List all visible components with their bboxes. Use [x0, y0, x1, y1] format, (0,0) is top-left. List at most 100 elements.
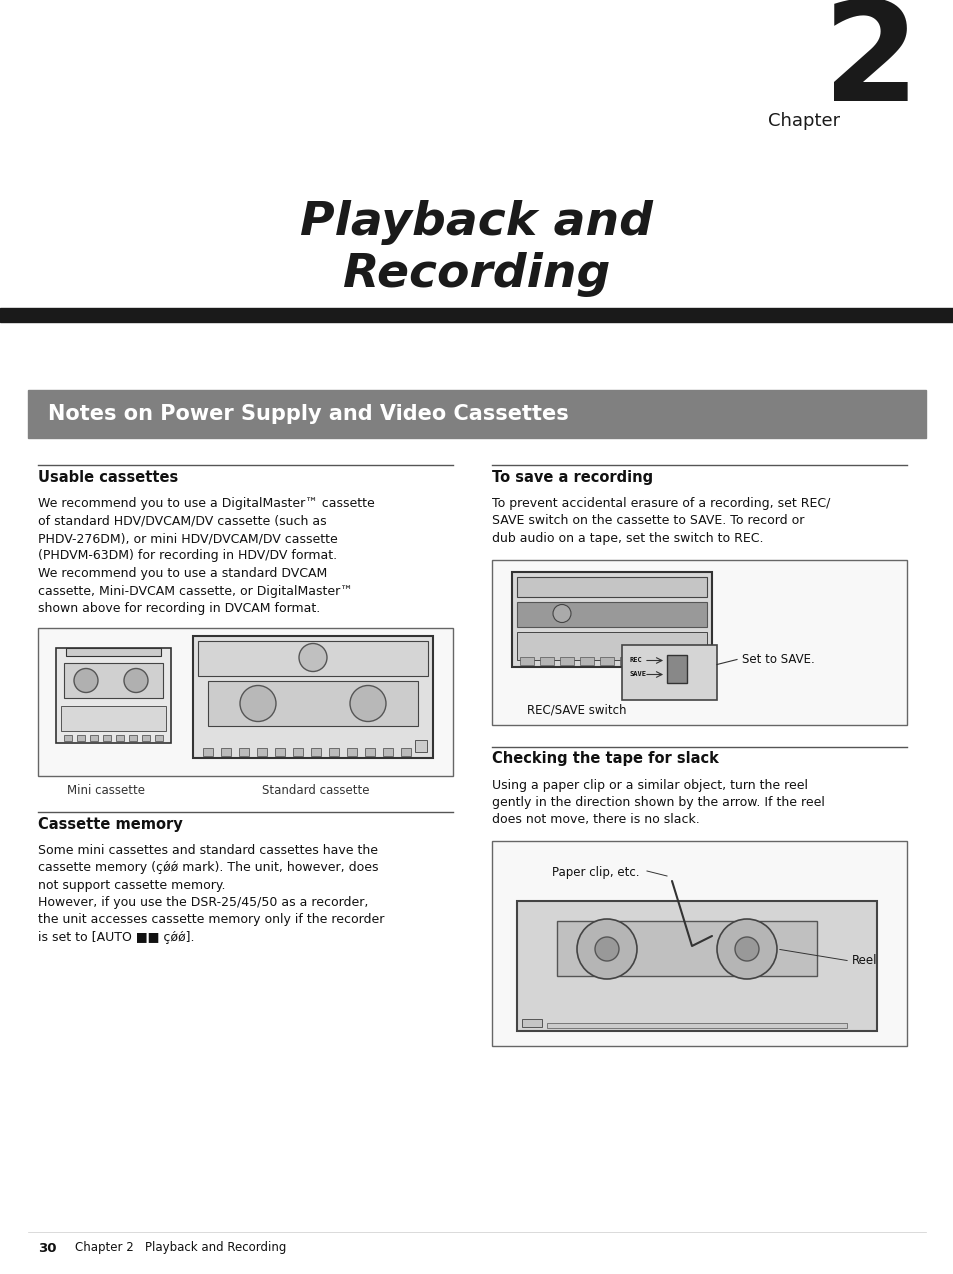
Bar	[90, 735, 98, 740]
Bar	[77, 735, 85, 740]
Text: To prevent accidental erasure of a recording, set REC/: To prevent accidental erasure of a recor…	[492, 497, 829, 510]
Circle shape	[734, 936, 759, 961]
Text: Using a paper clip or a similar object, turn the reel: Using a paper clip or a similar object, …	[492, 778, 807, 791]
Bar	[400, 748, 411, 755]
Bar	[198, 641, 428, 675]
Bar	[517, 601, 706, 627]
Bar	[621, 645, 717, 699]
Bar	[103, 735, 111, 740]
Circle shape	[240, 685, 275, 721]
Text: SAVE switch on the cassette to SAVE. To record or: SAVE switch on the cassette to SAVE. To …	[492, 515, 803, 527]
Bar	[208, 680, 417, 725]
Bar	[66, 647, 161, 656]
Bar	[492, 841, 906, 1046]
Text: Recording: Recording	[343, 252, 610, 297]
Text: not support cassette memory.: not support cassette memory.	[38, 879, 225, 892]
Circle shape	[74, 669, 98, 693]
Bar	[56, 647, 171, 743]
Bar	[559, 656, 574, 665]
Bar	[347, 748, 356, 755]
Text: REC: REC	[629, 656, 642, 662]
Bar	[599, 656, 614, 665]
Text: the unit accesses cassette memory only if the recorder: the unit accesses cassette memory only i…	[38, 913, 384, 926]
Text: is set to [AUTO ■■ çǿǿ].: is set to [AUTO ■■ çǿǿ].	[38, 931, 194, 944]
Bar	[619, 656, 634, 665]
Text: Usable cassettes: Usable cassettes	[38, 470, 178, 485]
Bar	[691, 651, 703, 661]
Bar	[274, 748, 285, 755]
Circle shape	[350, 685, 386, 721]
Text: Playback and: Playback and	[300, 200, 653, 245]
Text: (PHDVM-63DM) for recording in HDV/DV format.: (PHDVM-63DM) for recording in HDV/DV for…	[38, 549, 336, 563]
Bar	[129, 735, 137, 740]
Text: of standard HDV/DVCAM/DV cassette (such as: of standard HDV/DVCAM/DV cassette (such …	[38, 515, 326, 527]
Text: To save a recording: To save a recording	[492, 470, 653, 485]
Text: We recommend you to use a standard DVCAM: We recommend you to use a standard DVCAM	[38, 567, 327, 580]
Bar	[492, 559, 906, 725]
Text: Mini cassette: Mini cassette	[67, 784, 145, 796]
Bar	[239, 748, 249, 755]
Text: Set to SAVE.: Set to SAVE.	[741, 654, 814, 666]
Bar	[579, 656, 594, 665]
Circle shape	[124, 669, 148, 693]
Bar	[116, 735, 124, 740]
Text: cassette memory (çǿǿ mark). The unit, however, does: cassette memory (çǿǿ mark). The unit, ho…	[38, 861, 378, 874]
Bar	[221, 748, 231, 755]
Text: shown above for recording in DVCAM format.: shown above for recording in DVCAM forma…	[38, 603, 320, 615]
Circle shape	[577, 919, 637, 978]
Bar	[154, 735, 163, 740]
Bar	[519, 656, 534, 665]
Bar	[365, 748, 375, 755]
Bar	[38, 628, 453, 776]
Bar	[203, 748, 213, 755]
Text: Notes on Power Supply and Video Cassettes: Notes on Power Supply and Video Cassette…	[48, 404, 568, 424]
Bar	[142, 735, 150, 740]
Text: Cassette memory: Cassette memory	[38, 817, 183, 832]
Text: However, if you use the DSR-25/45/50 as a recorder,: However, if you use the DSR-25/45/50 as …	[38, 896, 368, 910]
Circle shape	[717, 919, 776, 978]
Bar	[193, 636, 433, 758]
Text: 2: 2	[822, 0, 919, 130]
Bar	[293, 748, 303, 755]
Text: gently in the direction shown by the arrow. If the reel: gently in the direction shown by the arr…	[492, 796, 824, 809]
Bar	[517, 632, 706, 660]
Bar	[659, 656, 673, 665]
Bar	[28, 390, 925, 438]
Bar	[546, 1023, 846, 1028]
Circle shape	[595, 936, 618, 961]
Bar	[679, 656, 693, 665]
Text: Reel: Reel	[851, 954, 877, 967]
Bar	[382, 748, 393, 755]
Text: PHDV-276DM), or mini HDV/DVCAM/DV cassette: PHDV-276DM), or mini HDV/DVCAM/DV casset…	[38, 533, 337, 545]
Bar	[256, 748, 267, 755]
Text: SAVE: SAVE	[629, 670, 646, 676]
Bar	[415, 739, 427, 752]
Text: 30: 30	[38, 1241, 56, 1255]
Text: Checking the tape for slack: Checking the tape for slack	[492, 752, 719, 767]
Circle shape	[298, 643, 327, 671]
Text: Paper clip, etc.: Paper clip, etc.	[552, 866, 639, 879]
Text: Chapter: Chapter	[767, 112, 840, 130]
Bar	[0, 308, 953, 322]
Bar	[557, 921, 816, 976]
Text: Chapter 2   Playback and Recording: Chapter 2 Playback and Recording	[75, 1241, 286, 1255]
Bar	[512, 572, 711, 666]
Bar	[539, 656, 554, 665]
Text: REC/SAVE switch: REC/SAVE switch	[527, 703, 626, 716]
Text: cassette, Mini-DVCAM cassette, or DigitalMaster™: cassette, Mini-DVCAM cassette, or Digita…	[38, 585, 353, 598]
Bar	[64, 735, 71, 740]
Text: Standard cassette: Standard cassette	[262, 784, 370, 796]
Bar	[311, 748, 320, 755]
Bar	[329, 748, 338, 755]
Text: Some mini cassettes and standard cassettes have the: Some mini cassettes and standard cassett…	[38, 843, 377, 856]
Bar	[517, 901, 876, 1031]
Bar	[639, 656, 654, 665]
Text: does not move, there is no slack.: does not move, there is no slack.	[492, 814, 699, 827]
Bar	[666, 655, 686, 683]
Bar	[64, 662, 163, 697]
Circle shape	[553, 604, 571, 623]
Bar	[61, 706, 166, 730]
Bar	[517, 577, 706, 596]
Text: dub audio on a tape, set the switch to REC.: dub audio on a tape, set the switch to R…	[492, 533, 762, 545]
Bar	[521, 1019, 541, 1027]
